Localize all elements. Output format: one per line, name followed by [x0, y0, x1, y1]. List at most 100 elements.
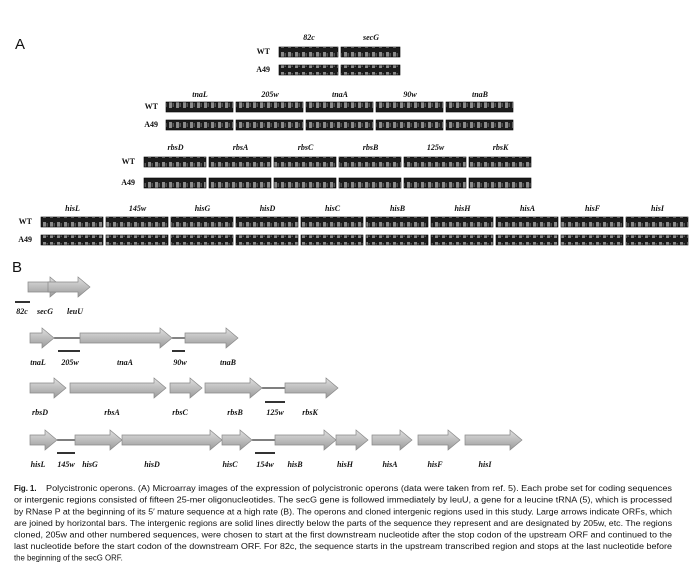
- row-label: A49: [256, 65, 270, 74]
- gene-label: 154w: [256, 460, 274, 469]
- gene-label: hisI: [651, 204, 665, 213]
- gene-label: tnaB: [472, 90, 489, 99]
- array-strip: [403, 177, 467, 189]
- gene-label: hisB: [390, 204, 406, 213]
- array-strip: [495, 216, 559, 228]
- gene-label: tnaB: [220, 358, 237, 367]
- array-strip: [208, 156, 272, 168]
- gene-label: 145w: [57, 460, 75, 469]
- array-strip: [365, 234, 429, 246]
- gene-label: 90w: [173, 358, 187, 367]
- gene-label: 145w: [129, 204, 147, 213]
- array-strip: [273, 177, 337, 189]
- array-strip: [235, 101, 304, 113]
- array-strip: [338, 177, 402, 189]
- array-strip: [273, 156, 337, 168]
- array-strip: [495, 234, 559, 246]
- orf-arrow: [121, 429, 223, 451]
- gene-label: tnaA: [332, 90, 349, 99]
- row-label: WT: [122, 157, 136, 166]
- gene-label: rbsB: [227, 408, 243, 417]
- gene-label: rbsA: [104, 408, 120, 417]
- array-strip: [375, 101, 444, 113]
- orf-arrow: [29, 429, 58, 451]
- gene-label: leuU: [67, 307, 84, 316]
- array-strip: [143, 177, 207, 189]
- orf-arrow: [284, 377, 339, 399]
- array-strip: [305, 119, 374, 131]
- orf-arrow: [184, 327, 239, 349]
- gene-label: hisL: [65, 204, 80, 213]
- orf-arrow: [79, 327, 173, 349]
- row-label: A49: [121, 178, 135, 187]
- caption-line: Polycistronic operons. (A) Microarray im…: [46, 484, 672, 493]
- array-strip: [430, 234, 494, 246]
- orf-arrow: [169, 377, 203, 399]
- array-strip: [430, 216, 494, 228]
- array-strip: [235, 119, 304, 131]
- array-strip: [445, 119, 514, 131]
- orf-arrow: [335, 429, 369, 451]
- gene-label: 205w: [260, 90, 279, 99]
- array-strip: [143, 156, 207, 168]
- gene-label: hisB: [287, 460, 303, 469]
- caption-line: last nucleotide before the start codon o…: [14, 542, 672, 551]
- orf-arrow: [204, 377, 263, 399]
- array-strip: [278, 46, 339, 58]
- array-strip: [105, 216, 169, 228]
- gene-label: 205w: [60, 358, 79, 367]
- gene-label: rbsD: [167, 143, 183, 152]
- gene-label: hisG: [82, 460, 98, 469]
- gene-label: rbsD: [32, 408, 48, 417]
- gene-label: 90w: [403, 90, 417, 99]
- row-label: WT: [145, 102, 159, 111]
- orf-arrow: [29, 377, 67, 399]
- orf-arrow: [74, 429, 123, 451]
- orf-arrow: [274, 429, 337, 451]
- array-strip: [300, 216, 364, 228]
- orf-arrow: [221, 429, 253, 451]
- array-strip: [340, 64, 401, 76]
- array-strip: [235, 234, 299, 246]
- gene-label: hisI: [479, 460, 493, 469]
- row-label: WT: [257, 47, 271, 56]
- array-strip: [625, 234, 689, 246]
- array-strip: [40, 234, 104, 246]
- caption-line: are joined by horizontal bars. The inter…: [14, 519, 672, 528]
- array-strip: [340, 46, 401, 58]
- gene-label: hisC: [222, 460, 238, 469]
- row-label: WT: [19, 217, 33, 226]
- orf-arrow: [29, 327, 55, 349]
- gene-label: rbsB: [363, 143, 379, 152]
- gene-label: hisA: [520, 204, 536, 213]
- array-strip: [338, 156, 402, 168]
- gene-label: hisF: [427, 460, 443, 469]
- gene-label: hisH: [337, 460, 354, 469]
- gene-label: hisA: [382, 460, 398, 469]
- array-strip: [625, 216, 689, 228]
- array-strip: [560, 234, 624, 246]
- gene-label: 82c: [303, 33, 315, 42]
- array-strip: [208, 177, 272, 189]
- array-strip: [170, 216, 234, 228]
- gene-label: rbsC: [172, 408, 188, 417]
- orf-arrow: [47, 276, 91, 298]
- gene-label: hisD: [144, 460, 160, 469]
- gene-label: rbsK: [302, 408, 318, 417]
- gene-label: 125w: [427, 143, 445, 152]
- array-strip: [300, 234, 364, 246]
- panel-label: B: [12, 259, 22, 276]
- gene-label: tnaL: [192, 90, 208, 99]
- caption-line: the beginning of the secG ORF.: [14, 554, 123, 563]
- gene-label: hisG: [195, 204, 211, 213]
- gene-label: hisH: [454, 204, 471, 213]
- gene-label: 82c: [16, 307, 28, 316]
- array-strip: [165, 101, 234, 113]
- array-strip: [278, 64, 339, 76]
- array-strip: [305, 101, 374, 113]
- gene-label: hisD: [260, 204, 276, 213]
- array-strip: [560, 216, 624, 228]
- gene-label: rbsC: [298, 143, 314, 152]
- array-strip: [105, 234, 169, 246]
